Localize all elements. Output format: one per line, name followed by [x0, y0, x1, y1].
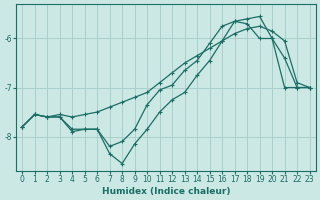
- X-axis label: Humidex (Indice chaleur): Humidex (Indice chaleur): [102, 187, 230, 196]
